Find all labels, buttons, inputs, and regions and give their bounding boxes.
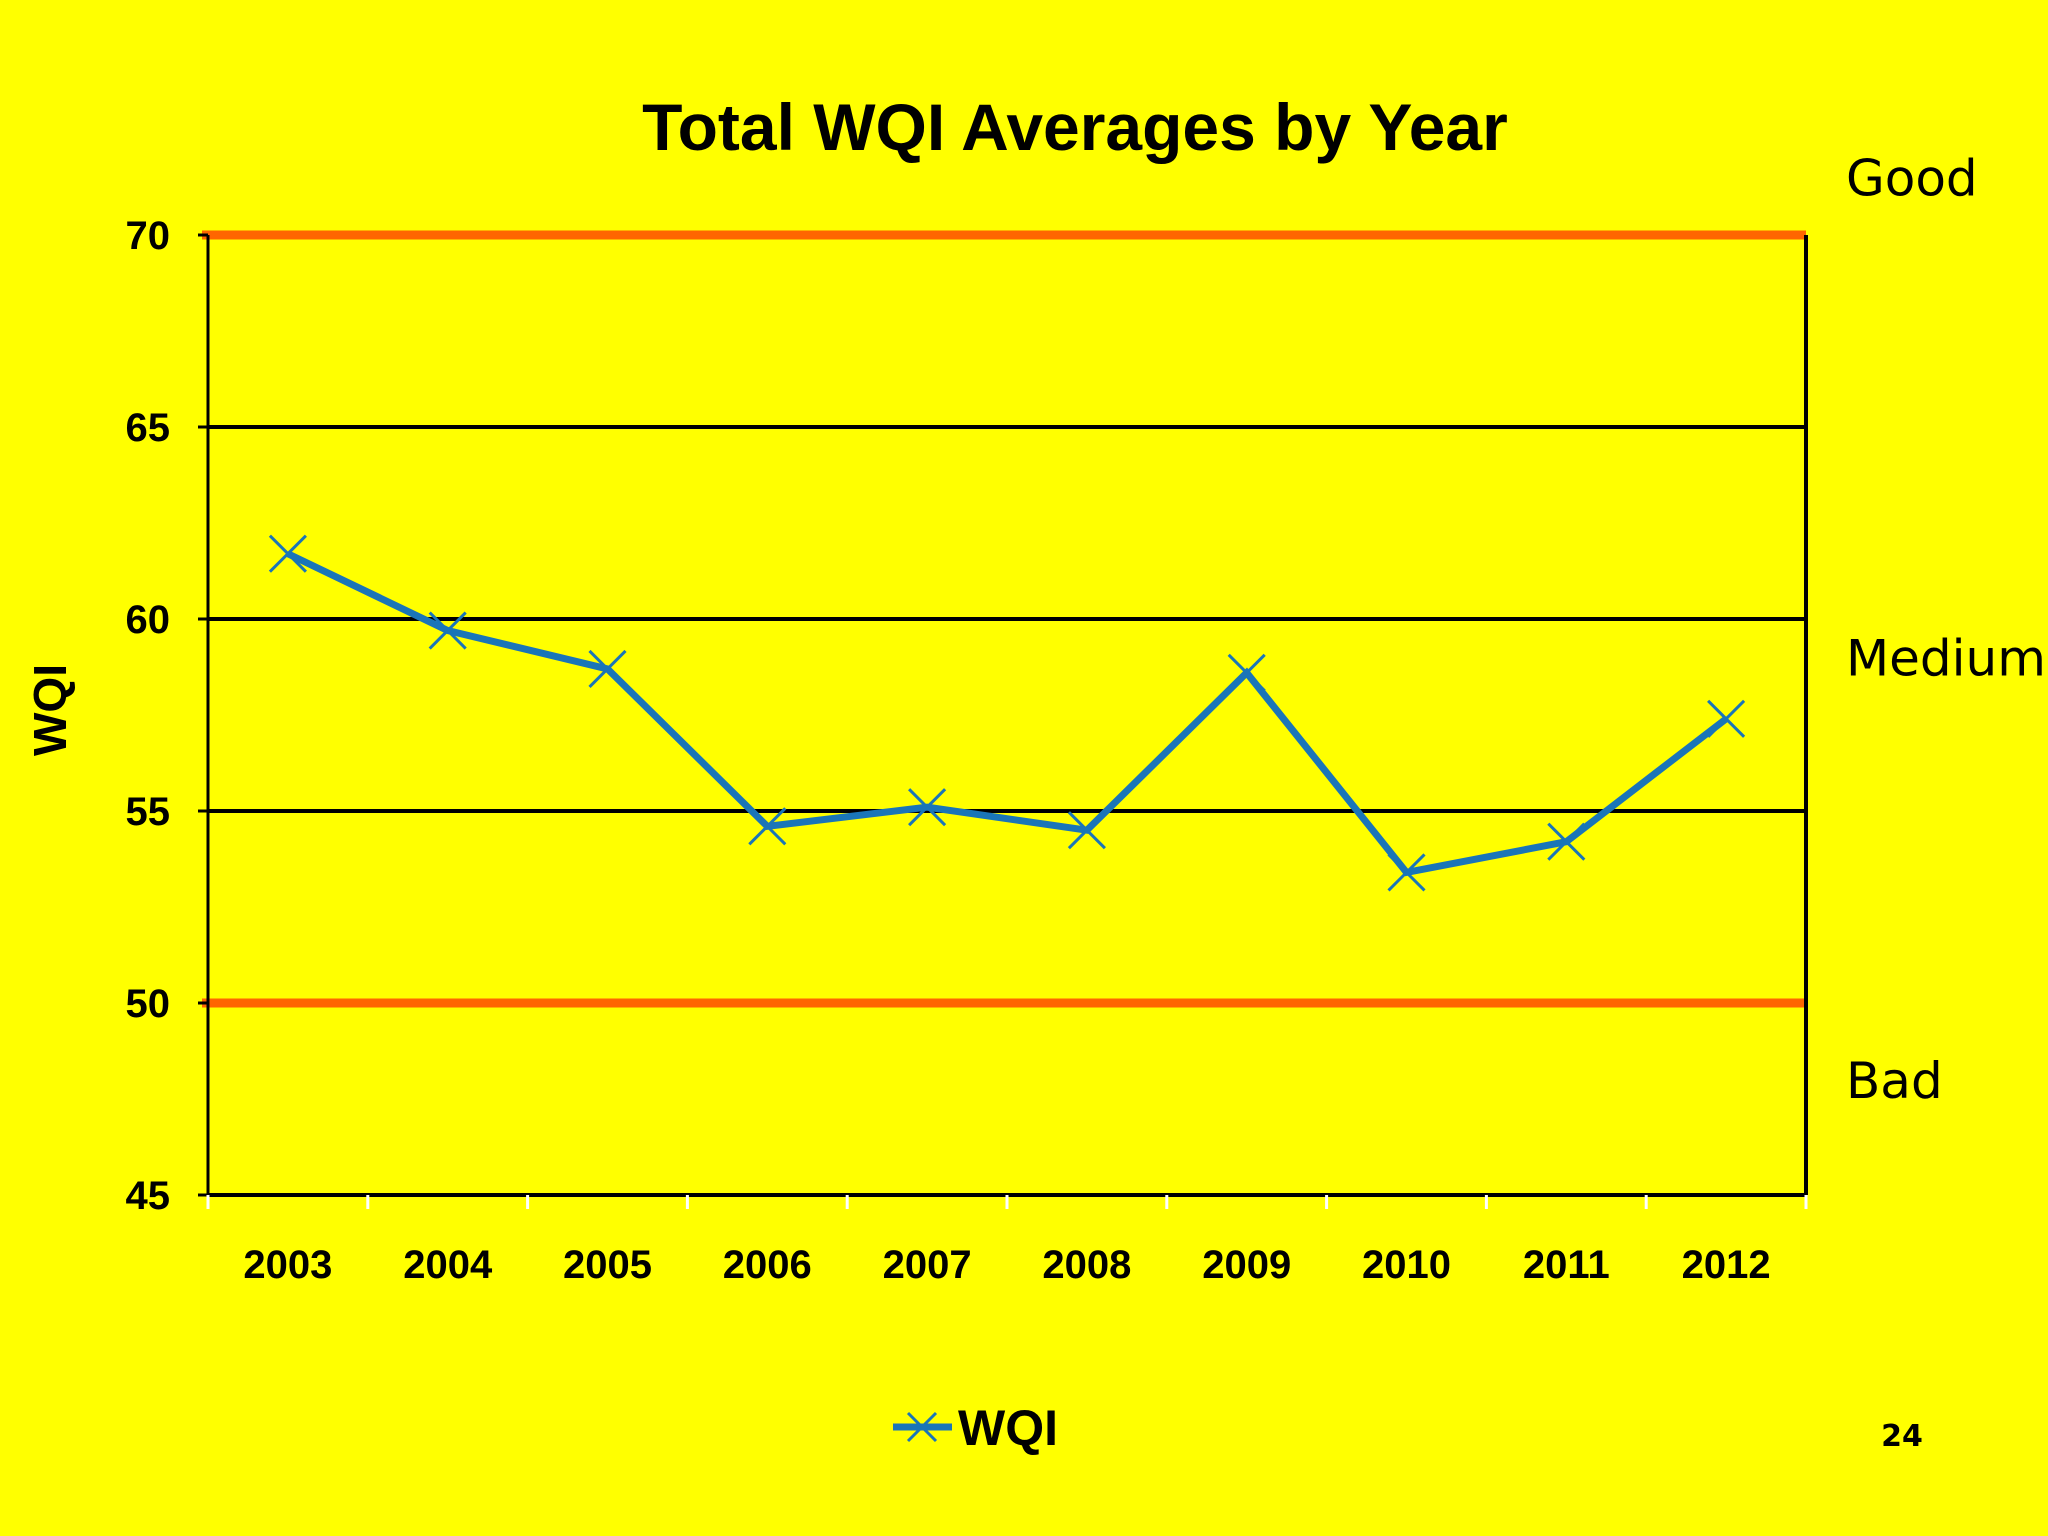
data-point-2008 bbox=[1067, 811, 1106, 850]
x-tick-label-2006: 2006 bbox=[723, 1243, 812, 1287]
y-axis-label: WQI bbox=[24, 664, 76, 756]
x-tick-label-2010: 2010 bbox=[1362, 1243, 1451, 1287]
y-tick-label-55: 55 bbox=[126, 790, 171, 834]
data-point-2006 bbox=[748, 807, 787, 846]
marker-stroke bbox=[1387, 853, 1426, 892]
y-tick-label-45: 45 bbox=[126, 1174, 171, 1218]
zone-label-bad: Bad bbox=[1846, 1052, 1943, 1110]
page-number: 24 bbox=[1881, 1419, 1923, 1454]
y-tick-label-70: 70 bbox=[126, 214, 171, 258]
zone-label-medium: Medium bbox=[1846, 629, 2046, 687]
x-tick-label-2008: 2008 bbox=[1042, 1243, 1131, 1287]
legend-marker bbox=[906, 1411, 938, 1443]
marker-stroke bbox=[1227, 653, 1266, 692]
data-point-2004 bbox=[428, 611, 467, 650]
data-point-2009 bbox=[1227, 653, 1266, 692]
zone-labels: Good Medium Bad bbox=[1846, 149, 2046, 1109]
x-tick-label-2007: 2007 bbox=[883, 1243, 972, 1287]
data-point-2011 bbox=[1547, 822, 1586, 861]
chart-title: Total WQI Averages by Year bbox=[642, 90, 1508, 164]
zone-label-good: Good bbox=[1846, 149, 1978, 207]
legend: WQI bbox=[893, 1400, 1058, 1456]
x-tick-label-2004: 2004 bbox=[403, 1243, 493, 1287]
marker-stroke bbox=[428, 611, 467, 650]
y-tick-labels: 45 50 55 60 65 70 bbox=[126, 214, 171, 1218]
x-tick-label-2005: 2005 bbox=[563, 1243, 652, 1287]
y-tick-label-60: 60 bbox=[126, 598, 171, 642]
axes bbox=[198, 233, 1808, 1209]
marker-stroke bbox=[1707, 699, 1746, 738]
reference-lines bbox=[202, 230, 1806, 1008]
marker-stroke bbox=[588, 649, 627, 688]
marker-stroke bbox=[748, 807, 787, 846]
legend-label: WQI bbox=[958, 1400, 1058, 1456]
y-tick-label-50: 50 bbox=[126, 982, 171, 1026]
data-point-2012 bbox=[1707, 699, 1746, 738]
data-point-2007 bbox=[908, 788, 947, 827]
data-point-2003 bbox=[268, 534, 307, 573]
data-point-2010 bbox=[1387, 853, 1426, 892]
marker-stroke bbox=[1547, 822, 1586, 861]
marker-stroke bbox=[908, 788, 947, 827]
series-line-wqi bbox=[286, 550, 1729, 877]
x-tick-label-2003: 2003 bbox=[243, 1243, 332, 1287]
series-layer bbox=[268, 534, 1746, 892]
marker-stroke bbox=[268, 534, 307, 573]
grid-layer bbox=[208, 233, 1806, 1197]
marker-stroke bbox=[1067, 811, 1106, 850]
x-tick-labels: 2003 2004 2005 2006 2007 2008 2009 2010 2011 2012 bbox=[243, 1243, 1770, 1287]
x-tick-label-2012: 2012 bbox=[1682, 1243, 1771, 1287]
data-point-2005 bbox=[588, 649, 627, 688]
x-tick-label-2009: 2009 bbox=[1202, 1243, 1291, 1287]
x-tick-label-2011: 2011 bbox=[1523, 1243, 1610, 1287]
y-tick-label-65: 65 bbox=[126, 406, 171, 450]
